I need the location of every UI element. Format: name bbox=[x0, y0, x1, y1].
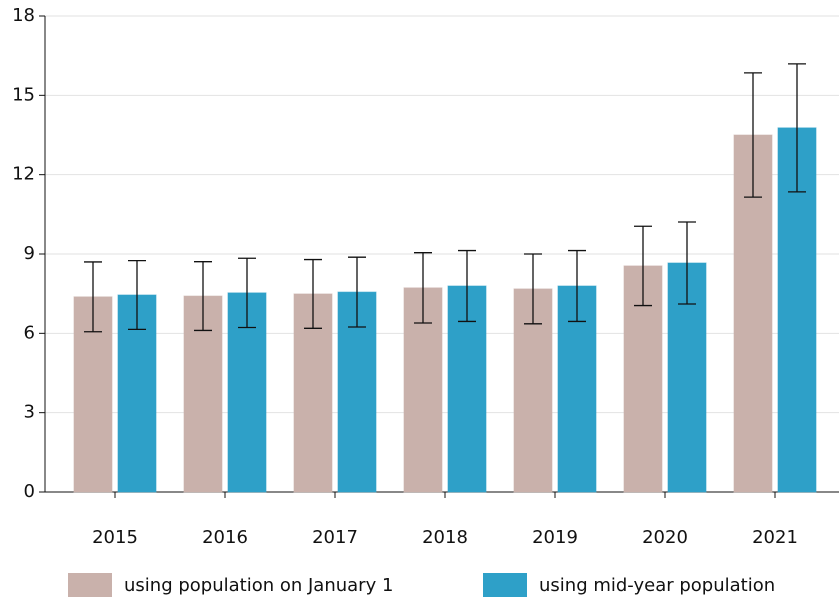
error-bar bbox=[524, 253, 542, 325]
y-tick-label: 12 bbox=[12, 164, 35, 185]
error-bar bbox=[788, 63, 806, 193]
y-tick-label: 15 bbox=[12, 84, 35, 105]
x-tick-label: 2020 bbox=[642, 527, 688, 548]
x-tick-label: 2021 bbox=[752, 527, 798, 548]
x-tick-label: 2015 bbox=[92, 527, 138, 548]
error-bar bbox=[84, 261, 102, 333]
x-tick-label: 2017 bbox=[312, 527, 358, 548]
legend-label: using population on January 1 bbox=[124, 575, 393, 596]
error-bar bbox=[348, 256, 366, 328]
error-bar bbox=[634, 225, 652, 307]
legend-swatch bbox=[68, 573, 112, 597]
legend-label: using mid-year population bbox=[539, 575, 775, 596]
x-tick-label: 2016 bbox=[202, 527, 248, 548]
error-bar bbox=[194, 261, 212, 332]
error-bar bbox=[304, 258, 322, 329]
error-bar bbox=[128, 259, 146, 331]
error-bar bbox=[238, 257, 256, 329]
y-tick-label: 9 bbox=[24, 243, 35, 264]
x-tick-label: 2019 bbox=[532, 527, 578, 548]
error-bar bbox=[568, 249, 586, 323]
error-bar bbox=[458, 249, 476, 323]
y-tick-label: 0 bbox=[24, 481, 35, 502]
x-tick-label: 2018 bbox=[422, 527, 468, 548]
y-tick-label: 18 bbox=[12, 5, 35, 26]
error-bar bbox=[678, 221, 696, 305]
y-tick-label: 6 bbox=[24, 322, 35, 343]
error-bar bbox=[744, 72, 762, 198]
legend-swatch bbox=[483, 573, 527, 597]
error-bar bbox=[414, 252, 432, 324]
y-tick-label: 3 bbox=[24, 402, 35, 423]
